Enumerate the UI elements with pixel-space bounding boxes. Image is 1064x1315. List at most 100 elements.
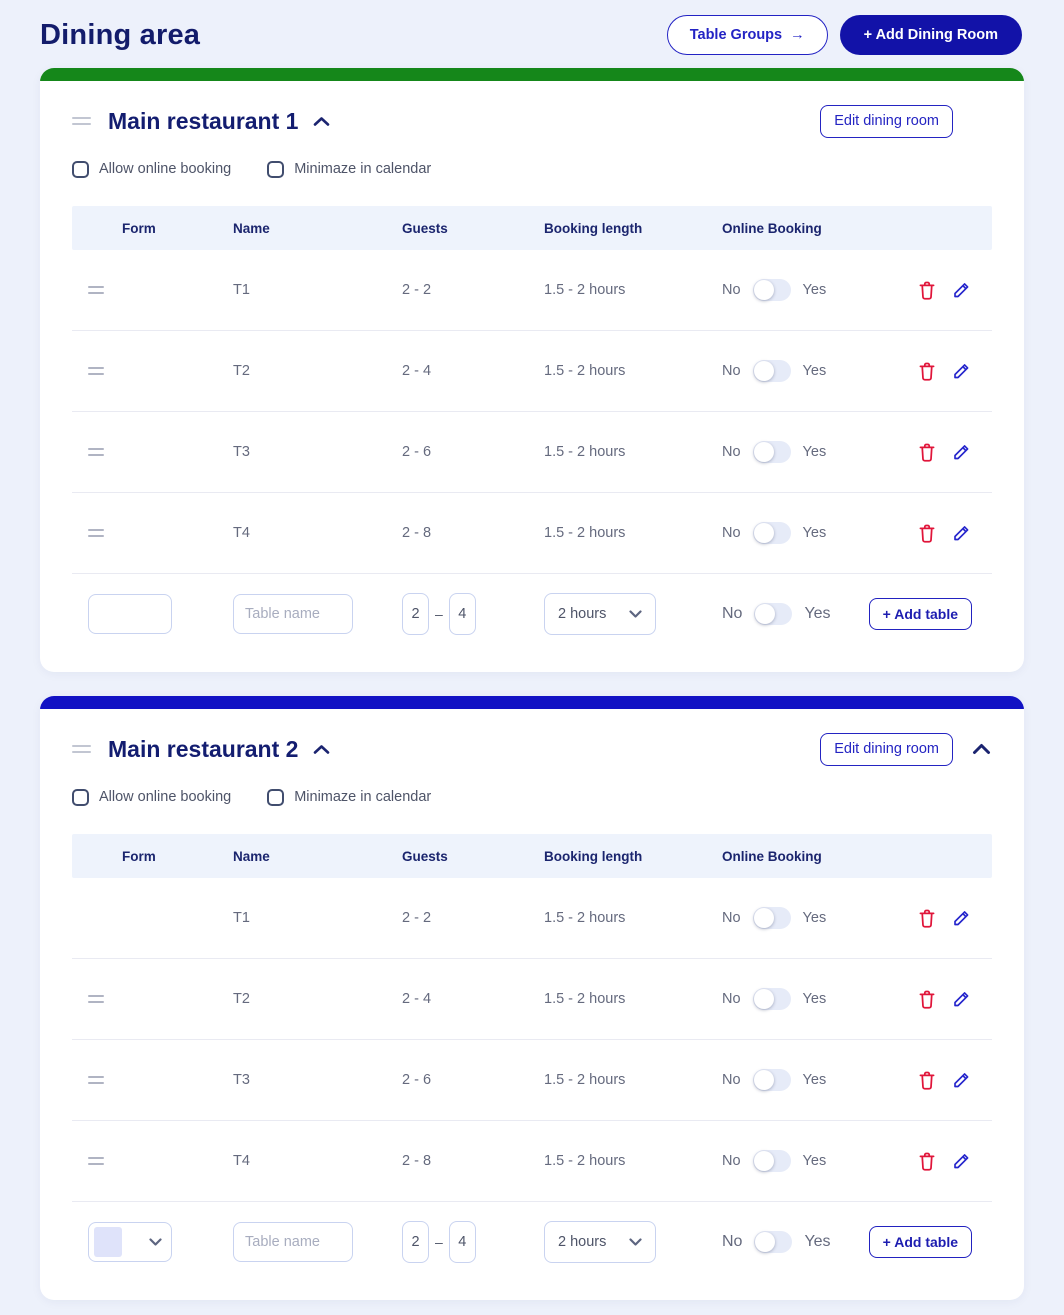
guests-max-input[interactable] xyxy=(448,593,476,635)
trash-icon xyxy=(919,909,935,928)
toggle-yes-label: Yes xyxy=(802,991,827,1007)
col-name: Name xyxy=(233,220,270,236)
trash-icon xyxy=(919,362,935,381)
trash-icon xyxy=(919,443,935,462)
room-title: Main restaurant 2 xyxy=(108,735,299,762)
drag-handle-icon[interactable] xyxy=(88,995,104,1003)
chevron-up-icon[interactable] xyxy=(313,116,330,127)
table-guests: 2 - 6 xyxy=(402,1072,432,1088)
online-booking-toggle[interactable] xyxy=(752,522,791,544)
online-booking-toggle[interactable] xyxy=(752,1150,791,1172)
online-booking-toggle[interactable] xyxy=(754,603,793,625)
edit-dining-room-button[interactable]: Edit dining room xyxy=(820,732,953,766)
drag-handle-icon[interactable] xyxy=(88,529,104,537)
guests-min-input[interactable] xyxy=(402,593,429,635)
toggle-yes-label: Yes xyxy=(802,525,827,541)
table-guests: 2 - 2 xyxy=(402,910,432,926)
add-table-button[interactable]: + Add table xyxy=(868,598,972,630)
tables-table: Form Name Guests Booking length Online B… xyxy=(72,834,992,1282)
online-booking-toggle[interactable] xyxy=(752,988,791,1010)
room-accent-bar-green xyxy=(40,68,1024,81)
chevron-up-icon[interactable] xyxy=(313,744,330,755)
allow-online-booking-checkbox[interactable]: Allow online booking xyxy=(72,160,231,178)
online-booking-toggle[interactable] xyxy=(752,360,791,382)
table-name-input[interactable] xyxy=(233,1222,353,1262)
table-name: T2 xyxy=(233,363,250,379)
online-booking-toggle[interactable] xyxy=(752,1069,791,1091)
table-row: T3 2 - 6 1.5 - 2 hours No Yes xyxy=(72,1040,992,1121)
edit-table-button[interactable] xyxy=(952,1152,970,1171)
table-color-select[interactable] xyxy=(88,1222,172,1262)
add-table-button[interactable]: + Add table xyxy=(868,1226,972,1258)
add-dining-room-button[interactable]: + Add Dining Room xyxy=(839,15,1022,55)
col-online-booking: Online Booking xyxy=(722,220,822,236)
booking-length-select[interactable]: 2 hours xyxy=(544,1221,656,1263)
toggle-no-label: No xyxy=(722,1153,741,1169)
online-booking-toggle[interactable] xyxy=(752,441,791,463)
pencil-icon xyxy=(954,444,969,459)
col-form: Form xyxy=(122,848,156,864)
delete-table-button[interactable] xyxy=(918,281,936,300)
table-guests: 2 - 4 xyxy=(402,363,432,379)
edit-table-button[interactable] xyxy=(952,281,970,300)
edit-table-button[interactable] xyxy=(952,524,970,543)
table-name-input[interactable] xyxy=(233,594,353,634)
drag-handle-icon[interactable] xyxy=(88,1076,104,1084)
collapse-room-icon[interactable] xyxy=(970,743,992,755)
booking-length-select[interactable]: 2 hours xyxy=(544,593,656,635)
checkbox-icon xyxy=(267,160,285,178)
trash-icon xyxy=(919,1071,935,1090)
edit-table-button[interactable] xyxy=(952,990,970,1009)
edit-table-button[interactable] xyxy=(952,362,970,381)
guests-max-input[interactable] xyxy=(448,1221,476,1263)
table-booking-length: 1.5 - 2 hours xyxy=(544,1153,626,1169)
toggle-no-label: No xyxy=(722,363,741,379)
minimize-in-calendar-checkbox[interactable]: Minimaze in calendar xyxy=(267,788,431,806)
table-booking-length: 1.5 - 2 hours xyxy=(544,991,626,1007)
delete-table-button[interactable] xyxy=(918,1071,936,1090)
trash-icon xyxy=(919,281,935,300)
toggle-no-label: No xyxy=(722,282,741,298)
guests-min-input[interactable] xyxy=(402,1221,429,1263)
page-title: Dining area xyxy=(40,18,201,51)
toggle-yes-label: Yes xyxy=(804,1233,831,1250)
table-row: T2 2 - 4 1.5 - 2 hours No Yes xyxy=(72,959,992,1040)
room-drag-handle-icon[interactable] xyxy=(72,745,91,753)
drag-handle-icon[interactable] xyxy=(88,1157,104,1165)
table-name: T2 xyxy=(233,991,250,1007)
toggle-yes-label: Yes xyxy=(802,444,827,460)
table-groups-button[interactable]: Table Groups → xyxy=(666,15,828,55)
toggle-yes-label: Yes xyxy=(802,282,827,298)
form-input[interactable] xyxy=(88,594,172,634)
table-row: T4 2 - 8 1.5 - 2 hours No Yes xyxy=(72,493,992,574)
allow-online-booking-checkbox[interactable]: Allow online booking xyxy=(72,788,231,806)
col-guests: Guests xyxy=(402,220,448,236)
edit-table-button[interactable] xyxy=(952,909,970,928)
online-booking-toggle[interactable] xyxy=(752,279,791,301)
trash-icon xyxy=(919,524,935,543)
range-dash: – xyxy=(435,606,443,622)
pencil-icon xyxy=(954,282,969,297)
minimize-in-calendar-checkbox[interactable]: Minimaze in calendar xyxy=(267,160,431,178)
delete-table-button[interactable] xyxy=(918,443,936,462)
col-name: Name xyxy=(233,848,270,864)
delete-table-button[interactable] xyxy=(918,1152,936,1171)
header-buttons: Table Groups → + Add Dining Room xyxy=(666,15,1022,55)
online-booking-toggle[interactable] xyxy=(754,1231,793,1253)
table-booking-length: 1.5 - 2 hours xyxy=(544,282,626,298)
edit-dining-room-button[interactable]: Edit dining room xyxy=(820,104,953,138)
toggle-no-label: No xyxy=(722,1233,743,1250)
drag-handle-icon[interactable] xyxy=(88,448,104,456)
table-booking-length: 1.5 - 2 hours xyxy=(544,444,626,460)
delete-table-button[interactable] xyxy=(918,990,936,1009)
trash-icon xyxy=(919,1152,935,1171)
delete-table-button[interactable] xyxy=(918,524,936,543)
room-drag-handle-icon[interactable] xyxy=(72,117,91,125)
delete-table-button[interactable] xyxy=(918,909,936,928)
delete-table-button[interactable] xyxy=(918,362,936,381)
drag-handle-icon[interactable] xyxy=(88,286,104,294)
edit-table-button[interactable] xyxy=(952,443,970,462)
edit-table-button[interactable] xyxy=(952,1071,970,1090)
drag-handle-icon[interactable] xyxy=(88,367,104,375)
online-booking-toggle[interactable] xyxy=(752,907,791,929)
